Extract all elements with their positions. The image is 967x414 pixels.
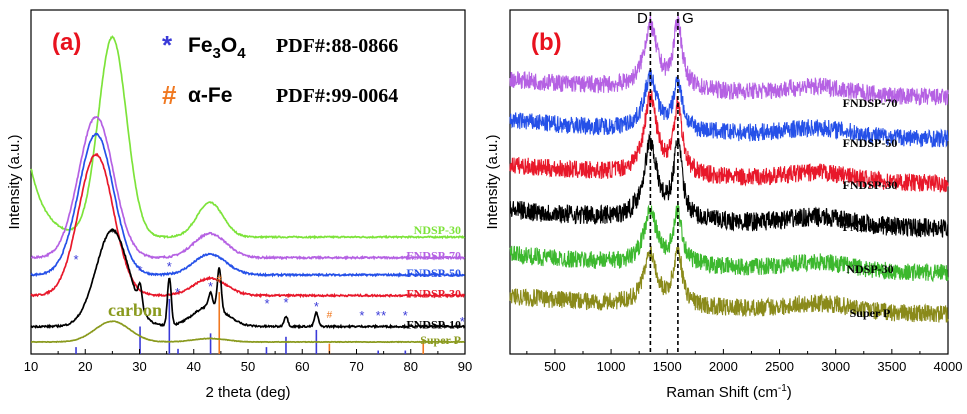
- fe3o4-marker: *: [175, 285, 180, 300]
- series-line-fndsp-10: [509, 133, 949, 238]
- series-line-super-p: [509, 243, 949, 323]
- panel-a: NDSP-30 FNDSP-70 FNDSP-50 FNDSP-30 FNDSP-10 S…: [6, 9, 472, 401]
- series-line-ndsp-30: [30, 35, 466, 240]
- panel-label-a: (a): [52, 29, 81, 56]
- band-label-d: D: [637, 10, 648, 27]
- x-tick-label: 70: [349, 359, 363, 374]
- fe3o4-marker: *: [138, 263, 143, 278]
- series-line-fndsp-50: [30, 132, 465, 278]
- fe3o4-marker: *: [73, 252, 78, 267]
- fe3o4-marker: *: [376, 308, 381, 323]
- x-tick-label: 2000: [709, 359, 738, 374]
- series-line-fndsp-10: [30, 228, 466, 330]
- series-line-fndsp-70: [509, 12, 949, 106]
- legend-phase-name: α-Fe: [188, 84, 232, 107]
- x-tick-label: 20: [78, 359, 92, 374]
- series-label: FNDSP-10: [843, 220, 898, 234]
- carbon-label: carbon: [108, 300, 162, 320]
- series-line-fndsp-70: [30, 116, 466, 261]
- panel-a-frame: [30, 9, 466, 355]
- x-axis-label: 2 theta (deg): [205, 384, 290, 401]
- series-line-fndsp-30: [30, 152, 466, 299]
- y-axis-label: Intensity (a.u.): [6, 134, 23, 229]
- x-tick-label: 60: [295, 359, 309, 374]
- x-tick-label: 30: [132, 359, 146, 374]
- panel-label-b: (b): [531, 29, 562, 56]
- fe3o4-marker: *: [283, 295, 288, 310]
- series-line-super-p: [31, 320, 465, 344]
- series-label: FNDSP-70: [843, 96, 898, 110]
- series-label: NDSP-30: [414, 223, 461, 237]
- series-label: Super P: [850, 306, 891, 320]
- x-tick-label: 500: [544, 359, 566, 374]
- series-label: FNDSP-30: [406, 287, 461, 301]
- band-label-g: G: [682, 10, 694, 27]
- legend-phase-name: Fe3O4: [188, 34, 246, 62]
- x-tick-label: 2500: [765, 359, 794, 374]
- x-tick-label: 40: [187, 359, 201, 374]
- fe-marker: #: [216, 274, 222, 285]
- series-label: FNDSP-70: [406, 249, 461, 263]
- panel-b-frame: [509, 9, 949, 355]
- x-axis-label: Raman Shift (cm-1): [666, 383, 792, 401]
- series-label: FNDSP-30: [843, 178, 898, 192]
- fe3o4-marker: *: [381, 308, 386, 323]
- fe3o4-marker: *: [314, 299, 319, 314]
- x-tick-label: 1500: [653, 359, 682, 374]
- series-label: FNDSP-10: [406, 317, 461, 331]
- series-label: Super P: [420, 333, 461, 347]
- y-axis-label: Intensity (a.u.): [484, 134, 501, 229]
- panel-b: FNDSP-70 FNDSP-50 FNDSP-30 FNDSP-10 NDSP-30 S…: [484, 9, 963, 401]
- legend-pdf: PDF#:99-0064: [276, 85, 398, 107]
- series-line-fndsp-30: [509, 90, 949, 193]
- series-label: FNDSP-50: [843, 136, 898, 150]
- series-line-ndsp-30: [509, 202, 949, 283]
- x-tick-label: 90: [458, 359, 472, 374]
- legend-pdf: PDF#:88-0866: [276, 35, 398, 57]
- fe3o4-marker: *: [403, 308, 408, 323]
- series-label: NDSP-30: [846, 262, 893, 276]
- fe3o4-marker: *: [167, 259, 172, 274]
- series-label: FNDSP-50: [406, 266, 461, 280]
- fe3o4-marker: *: [359, 308, 364, 323]
- series-line-fndsp-50: [509, 69, 949, 148]
- fe3o4-marker: *: [460, 314, 465, 329]
- fe3o4-marker: *: [264, 296, 269, 311]
- x-tick-label: 1000: [597, 359, 626, 374]
- x-tick-label: 80: [404, 359, 418, 374]
- legend-symbol: #: [162, 80, 177, 110]
- x-tick-label: 50: [241, 359, 255, 374]
- x-tick-label: 4000: [934, 359, 963, 374]
- x-tick-label: 3500: [877, 359, 906, 374]
- legend-symbol: *: [162, 30, 173, 60]
- fe-marker: #: [327, 310, 333, 321]
- x-tick-label: 3000: [821, 359, 850, 374]
- fe3o4-marker: *: [208, 279, 213, 294]
- x-tick-label: 10: [24, 359, 38, 374]
